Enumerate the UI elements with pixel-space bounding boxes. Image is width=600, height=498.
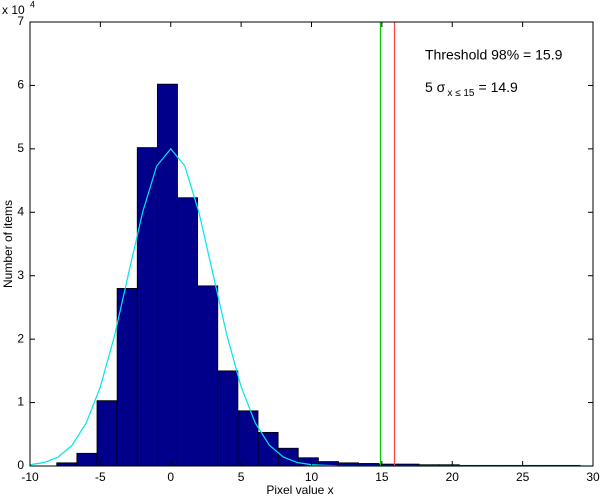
- bar: [76, 452, 98, 467]
- x-tick-label: 5: [238, 470, 245, 484]
- x-tick-label: 10: [305, 470, 319, 484]
- x-tick-label: 25: [516, 470, 530, 484]
- y-tick-label: 4: [17, 204, 24, 218]
- threshold-annotation: Threshold 98% = 15.9: [425, 47, 563, 63]
- sigma-subscript: x ≤ 15: [447, 88, 475, 99]
- bar: [197, 285, 219, 467]
- x-tick-label: 30: [586, 470, 600, 484]
- y-multiplier-exponent: 4: [30, 0, 35, 9]
- bar: [217, 370, 239, 467]
- x-axis-label: Pixel value x: [266, 483, 333, 497]
- x-tick-label: 20: [446, 470, 460, 484]
- sigma-symbol: 5 σ: [425, 79, 446, 95]
- sigma-value: = 14.9: [479, 79, 519, 95]
- y-tick-label: 5: [17, 141, 24, 155]
- y-tick-label: 7: [17, 14, 24, 28]
- y-tick-label: 0: [17, 458, 24, 472]
- x-tick-label: -10: [21, 470, 39, 484]
- x-tick-label: 0: [167, 470, 174, 484]
- bar: [237, 410, 259, 467]
- y-axis-label: Number of items: [1, 200, 15, 288]
- x-tick-label: -5: [95, 470, 106, 484]
- bar: [96, 400, 118, 467]
- bar: [277, 447, 299, 467]
- x-tick-label: 15: [375, 470, 389, 484]
- y-tick-label: 3: [17, 268, 24, 282]
- y-tick-label: 1: [17, 395, 24, 409]
- y-tick-label: 2: [17, 331, 24, 345]
- bar: [156, 83, 178, 467]
- bar: [257, 431, 279, 467]
- y-tick-label: 6: [17, 78, 24, 92]
- y-multiplier: x 10: [2, 3, 25, 17]
- bar: [116, 287, 138, 467]
- bar: [177, 197, 199, 467]
